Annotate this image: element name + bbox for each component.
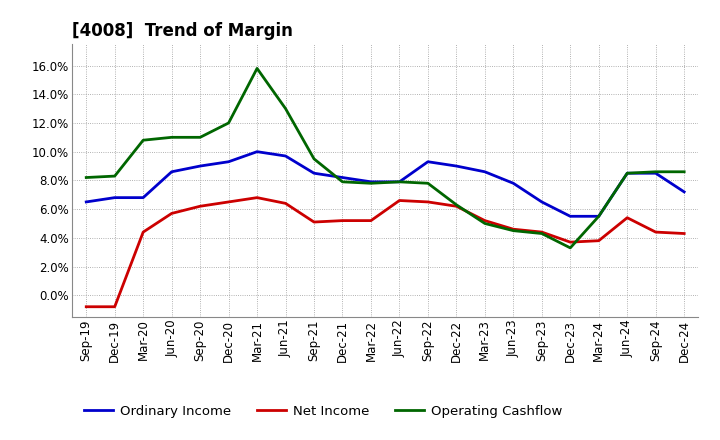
Net Income	[282, 201, 290, 206]
Ordinary Income	[110, 195, 119, 200]
Operating Cashflow	[139, 138, 148, 143]
Operating Cashflow	[310, 156, 318, 161]
Net Income	[310, 220, 318, 225]
Net Income	[652, 229, 660, 235]
Line: Net Income: Net Income	[86, 198, 684, 307]
Ordinary Income	[395, 179, 404, 184]
Ordinary Income	[366, 179, 375, 184]
Net Income	[253, 195, 261, 200]
Ordinary Income	[452, 163, 461, 169]
Operating Cashflow	[253, 66, 261, 71]
Line: Operating Cashflow: Operating Cashflow	[86, 68, 684, 248]
Ordinary Income	[282, 154, 290, 159]
Text: [4008]  Trend of Margin: [4008] Trend of Margin	[72, 22, 293, 40]
Operating Cashflow	[623, 171, 631, 176]
Net Income	[110, 304, 119, 309]
Operating Cashflow	[537, 231, 546, 236]
Ordinary Income	[509, 181, 518, 186]
Net Income	[139, 229, 148, 235]
Ordinary Income	[167, 169, 176, 174]
Ordinary Income	[566, 214, 575, 219]
Ordinary Income	[480, 169, 489, 174]
Net Income	[566, 239, 575, 245]
Operating Cashflow	[652, 169, 660, 174]
Ordinary Income	[253, 149, 261, 154]
Ordinary Income	[680, 189, 688, 194]
Ordinary Income	[196, 163, 204, 169]
Operating Cashflow	[225, 120, 233, 125]
Ordinary Income	[82, 199, 91, 205]
Net Income	[366, 218, 375, 223]
Net Income	[680, 231, 688, 236]
Operating Cashflow	[196, 135, 204, 140]
Net Income	[595, 238, 603, 243]
Operating Cashflow	[167, 135, 176, 140]
Ordinary Income	[423, 159, 432, 165]
Ordinary Income	[595, 214, 603, 219]
Operating Cashflow	[110, 173, 119, 179]
Net Income	[423, 199, 432, 205]
Operating Cashflow	[680, 169, 688, 174]
Operating Cashflow	[423, 181, 432, 186]
Operating Cashflow	[480, 221, 489, 226]
Net Income	[537, 229, 546, 235]
Operating Cashflow	[595, 214, 603, 219]
Operating Cashflow	[282, 106, 290, 111]
Operating Cashflow	[338, 179, 347, 184]
Operating Cashflow	[366, 181, 375, 186]
Net Income	[167, 211, 176, 216]
Net Income	[395, 198, 404, 203]
Net Income	[82, 304, 91, 309]
Line: Ordinary Income: Ordinary Income	[86, 152, 684, 216]
Operating Cashflow	[452, 202, 461, 207]
Net Income	[509, 227, 518, 232]
Operating Cashflow	[509, 228, 518, 233]
Ordinary Income	[623, 171, 631, 176]
Net Income	[452, 204, 461, 209]
Legend: Ordinary Income, Net Income, Operating Cashflow: Ordinary Income, Net Income, Operating C…	[78, 400, 567, 423]
Net Income	[480, 218, 489, 223]
Ordinary Income	[537, 199, 546, 205]
Ordinary Income	[310, 171, 318, 176]
Ordinary Income	[338, 175, 347, 180]
Ordinary Income	[225, 159, 233, 165]
Net Income	[623, 215, 631, 220]
Operating Cashflow	[566, 245, 575, 250]
Net Income	[196, 204, 204, 209]
Net Income	[225, 199, 233, 205]
Operating Cashflow	[82, 175, 91, 180]
Net Income	[338, 218, 347, 223]
Ordinary Income	[652, 171, 660, 176]
Operating Cashflow	[395, 179, 404, 184]
Ordinary Income	[139, 195, 148, 200]
